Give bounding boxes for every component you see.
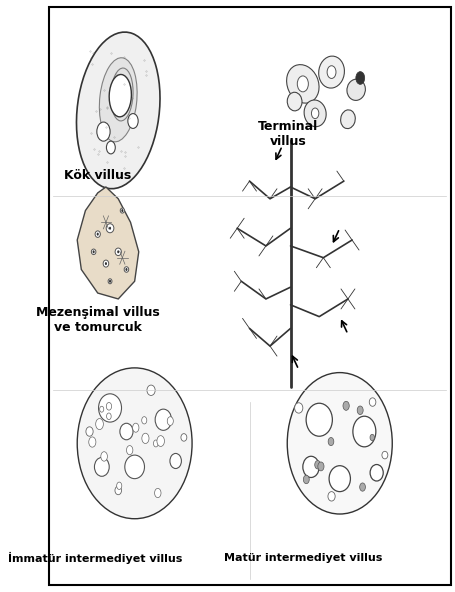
Circle shape xyxy=(106,403,111,410)
Ellipse shape xyxy=(303,100,325,127)
Ellipse shape xyxy=(99,58,137,142)
Circle shape xyxy=(317,462,324,471)
Circle shape xyxy=(117,250,119,253)
Text: İmmatür intermediyet villus: İmmatür intermediyet villus xyxy=(9,552,182,564)
Ellipse shape xyxy=(111,68,133,121)
Circle shape xyxy=(311,108,318,118)
Text: Terminal
villus: Terminal villus xyxy=(258,120,318,148)
Ellipse shape xyxy=(91,249,96,255)
Ellipse shape xyxy=(170,453,181,468)
Ellipse shape xyxy=(287,92,301,111)
Ellipse shape xyxy=(286,65,318,103)
Ellipse shape xyxy=(95,231,100,237)
Circle shape xyxy=(96,419,103,430)
Ellipse shape xyxy=(115,486,121,495)
Circle shape xyxy=(101,452,107,461)
Ellipse shape xyxy=(369,465,382,481)
Circle shape xyxy=(369,435,374,440)
Ellipse shape xyxy=(124,267,128,272)
Circle shape xyxy=(100,406,104,412)
Text: Matür intermediyet villus: Matür intermediyet villus xyxy=(223,553,381,563)
Ellipse shape xyxy=(329,466,349,491)
Circle shape xyxy=(142,433,149,443)
Ellipse shape xyxy=(147,385,155,395)
Ellipse shape xyxy=(103,260,108,267)
Circle shape xyxy=(132,423,139,432)
Ellipse shape xyxy=(108,279,112,284)
Ellipse shape xyxy=(294,403,302,413)
Circle shape xyxy=(154,488,161,498)
Circle shape xyxy=(314,461,320,469)
Circle shape xyxy=(89,437,96,447)
Circle shape xyxy=(328,437,333,446)
Ellipse shape xyxy=(305,403,332,436)
Ellipse shape xyxy=(155,409,171,430)
Ellipse shape xyxy=(287,372,391,514)
Ellipse shape xyxy=(181,434,187,441)
Circle shape xyxy=(126,446,132,455)
Ellipse shape xyxy=(346,79,364,101)
Ellipse shape xyxy=(340,110,354,128)
Circle shape xyxy=(167,417,173,426)
Circle shape xyxy=(96,233,99,236)
Circle shape xyxy=(109,227,111,230)
Circle shape xyxy=(326,66,335,79)
Ellipse shape xyxy=(120,423,133,440)
Circle shape xyxy=(92,250,95,253)
Ellipse shape xyxy=(120,208,124,213)
Ellipse shape xyxy=(109,75,131,117)
Ellipse shape xyxy=(327,491,334,501)
Circle shape xyxy=(342,401,349,410)
Circle shape xyxy=(153,440,158,447)
Ellipse shape xyxy=(86,427,93,436)
Circle shape xyxy=(105,262,107,265)
Circle shape xyxy=(121,209,123,212)
Ellipse shape xyxy=(352,416,375,447)
Text: Kök villus: Kök villus xyxy=(64,169,131,182)
Circle shape xyxy=(142,417,147,424)
Circle shape xyxy=(109,280,111,283)
Ellipse shape xyxy=(125,455,144,479)
Ellipse shape xyxy=(98,394,121,422)
Ellipse shape xyxy=(369,398,375,406)
Ellipse shape xyxy=(302,456,318,478)
Ellipse shape xyxy=(318,56,344,88)
Ellipse shape xyxy=(77,368,192,519)
Circle shape xyxy=(356,406,362,414)
Circle shape xyxy=(106,141,115,154)
Circle shape xyxy=(127,114,138,128)
Ellipse shape xyxy=(76,32,160,189)
Ellipse shape xyxy=(106,224,114,233)
Circle shape xyxy=(157,436,164,446)
PathPatch shape xyxy=(77,187,138,299)
Circle shape xyxy=(303,475,308,484)
Ellipse shape xyxy=(115,248,121,256)
Circle shape xyxy=(96,122,110,141)
Circle shape xyxy=(297,76,308,92)
Ellipse shape xyxy=(381,451,387,459)
Circle shape xyxy=(116,482,121,490)
Text: Mezenşimal villus
ve tomurcuk: Mezenşimal villus ve tomurcuk xyxy=(36,305,159,333)
Circle shape xyxy=(355,72,364,84)
Circle shape xyxy=(359,483,364,491)
Circle shape xyxy=(106,413,111,420)
Circle shape xyxy=(125,268,127,271)
Ellipse shape xyxy=(94,458,109,477)
